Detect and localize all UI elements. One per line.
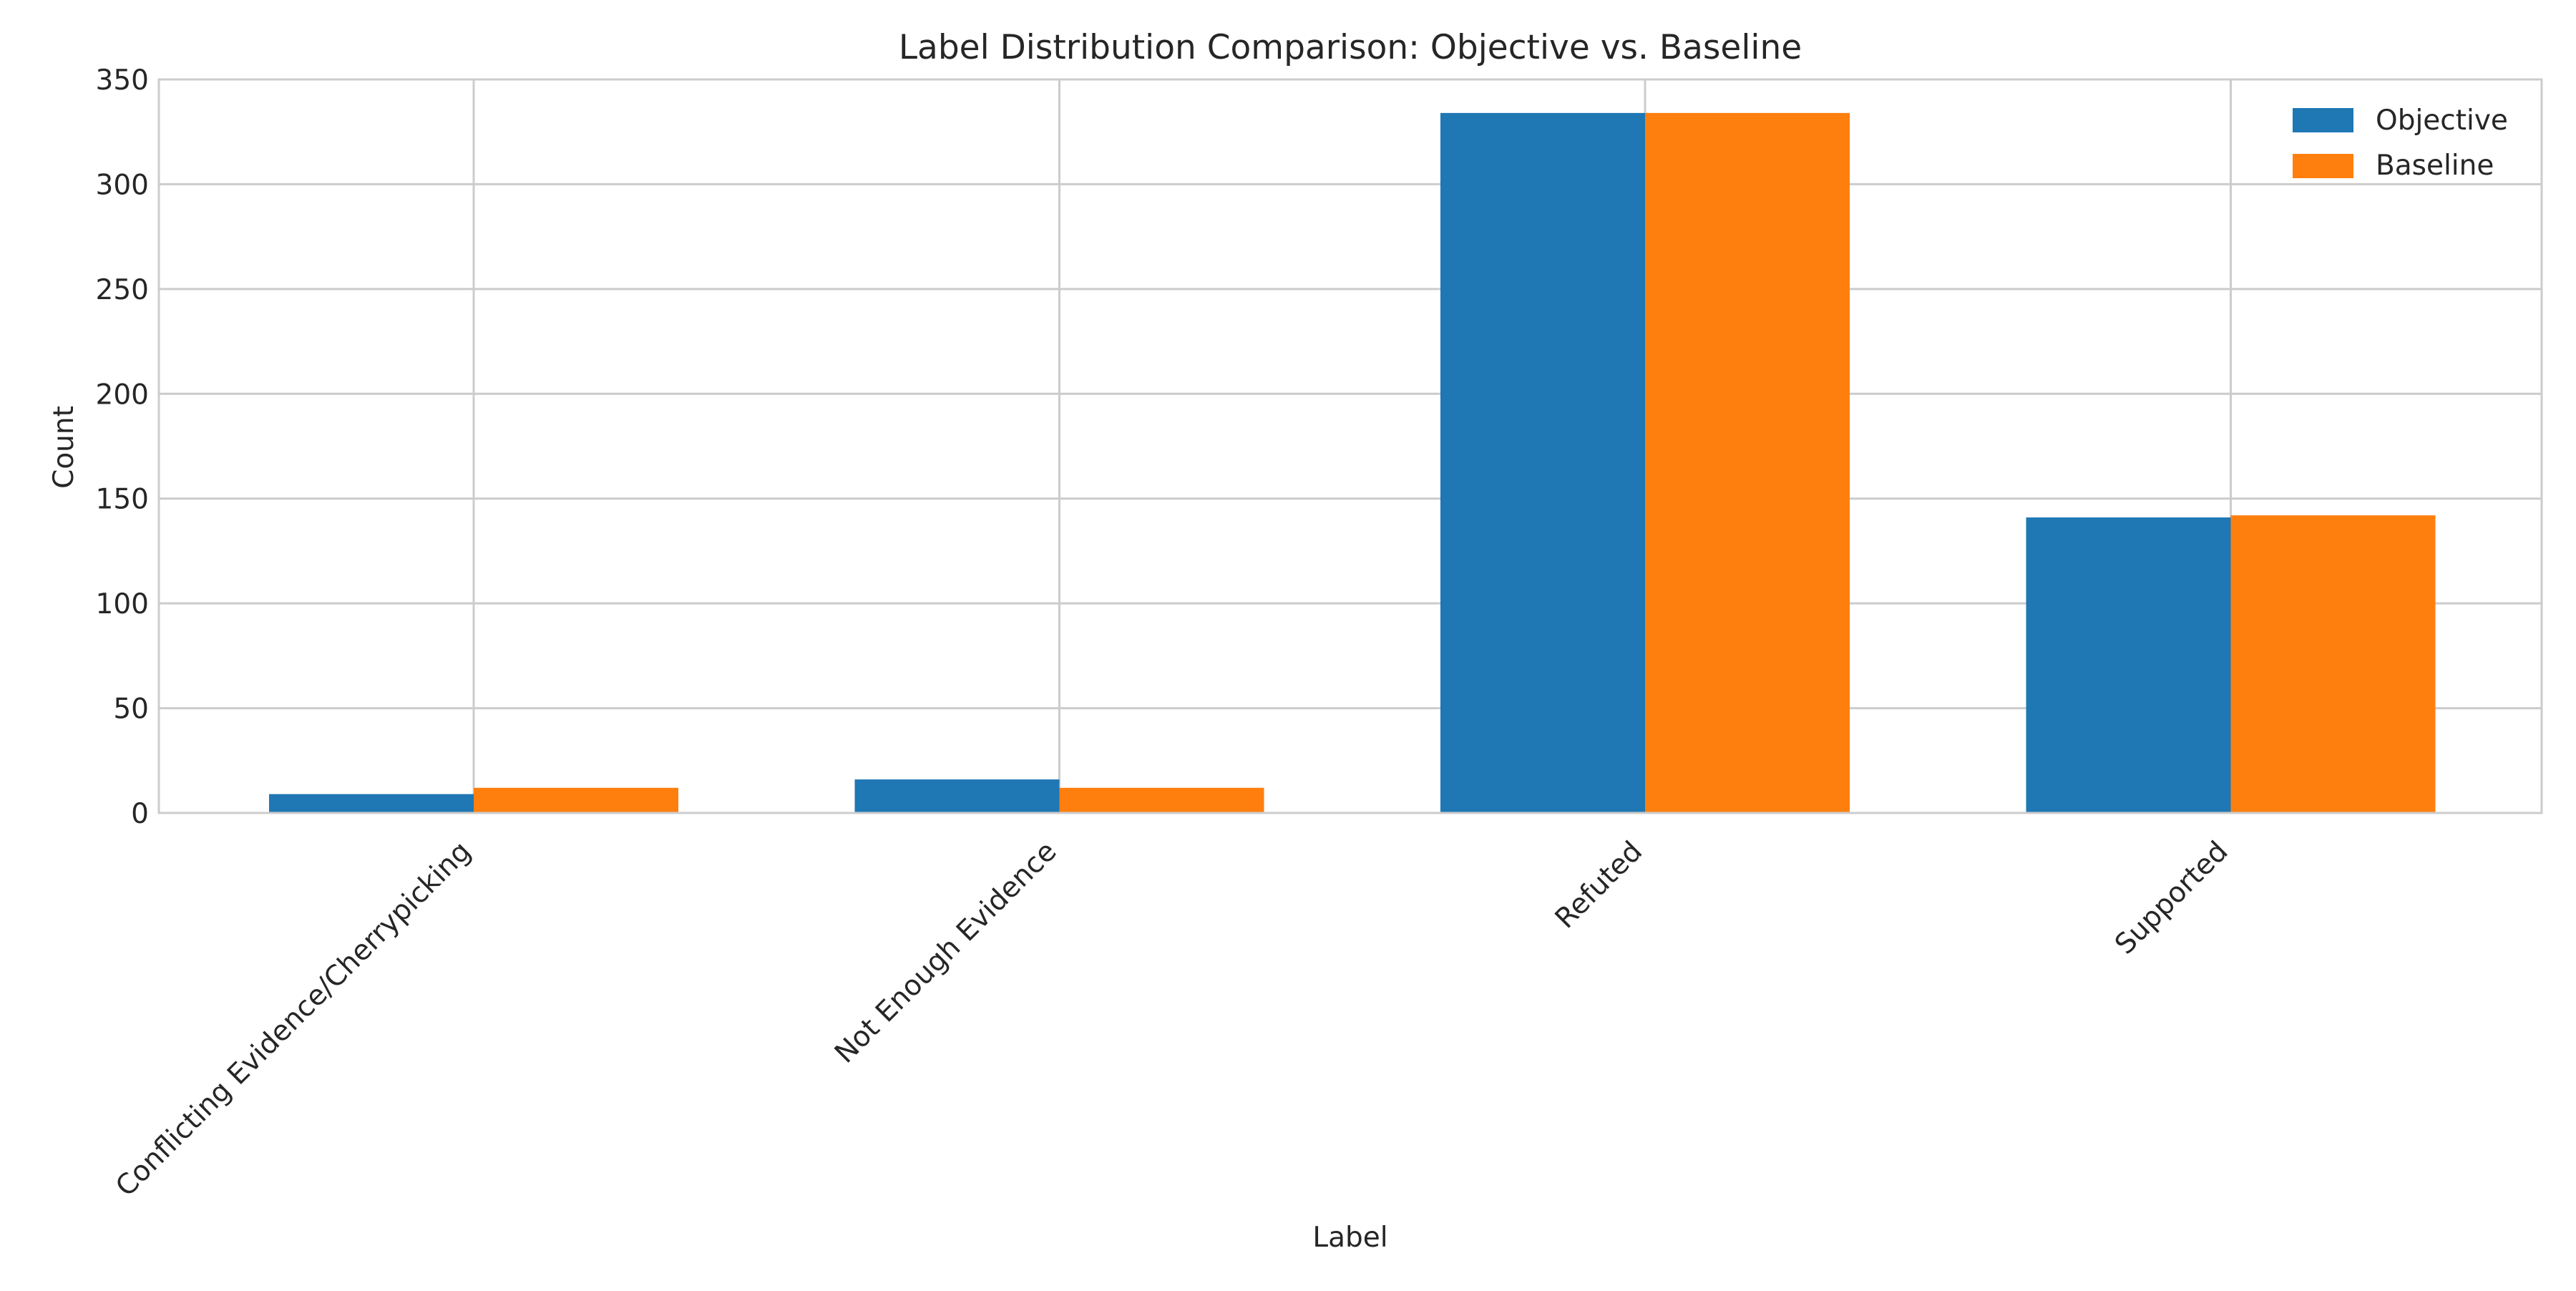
bars	[269, 112, 2436, 813]
bar-baseline-2	[1645, 112, 1850, 813]
bar-baseline-3	[2230, 515, 2436, 813]
plot-frame	[157, 78, 2543, 814]
legend-label-baseline: Baseline	[2376, 150, 2494, 182]
legend-swatch-objective	[2293, 108, 2353, 132]
y-tick-label: 200	[96, 379, 149, 411]
legend: Objective Baseline	[2293, 104, 2508, 182]
bar-objective-0	[269, 794, 474, 813]
legend-label-objective: Objective	[2376, 104, 2508, 137]
y-tick-label: 100	[96, 588, 149, 620]
legend-swatch-baseline	[2293, 154, 2353, 178]
bar-baseline-1	[1059, 787, 1264, 813]
y-tick-label: 300	[96, 169, 149, 201]
bar-baseline-0	[474, 787, 678, 813]
y-axis-label: Count	[48, 406, 80, 489]
x-axis-label: Label	[1312, 1222, 1387, 1254]
bar-objective-3	[2026, 517, 2231, 813]
y-tick-label: 150	[96, 484, 149, 516]
y-tick-label: 0	[131, 798, 149, 830]
y-tick-labels: 0 50 100 150 200 250 300 350	[96, 64, 149, 830]
bar-objective-1	[854, 779, 1060, 813]
y-tick-label: 50	[113, 693, 149, 726]
y-tick-label: 350	[96, 64, 149, 97]
chart-title: Label Distribution Comparison: Objective…	[899, 28, 1802, 67]
bar-objective-2	[1440, 112, 1645, 813]
y-tick-label: 250	[96, 274, 149, 306]
